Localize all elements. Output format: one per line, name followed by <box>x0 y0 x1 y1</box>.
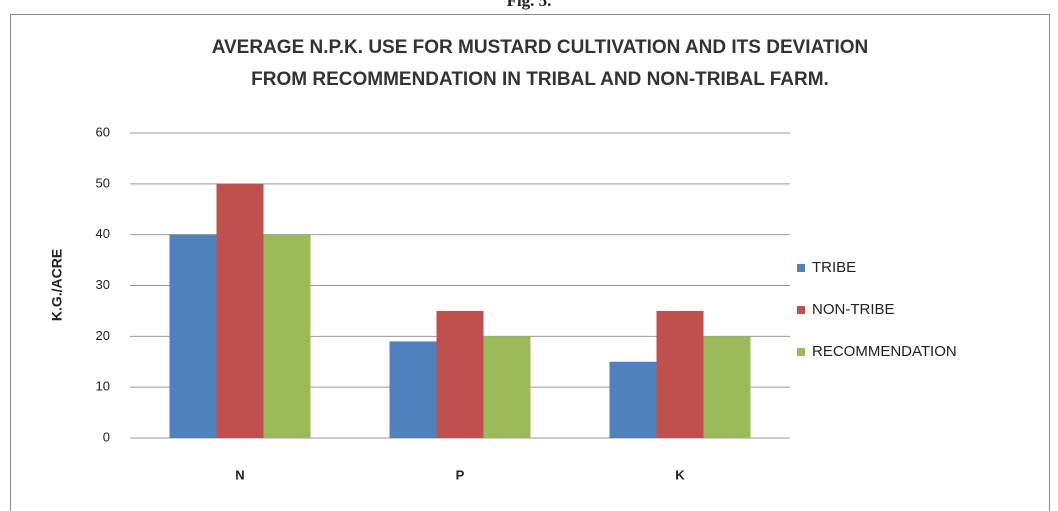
bar <box>656 310 704 438</box>
bar <box>483 336 531 438</box>
chart-title: FROM RECOMMENDATION IN TRIBAL AND NON-TR… <box>251 69 829 90</box>
bar <box>263 234 311 438</box>
bar <box>436 310 484 438</box>
bar <box>169 234 217 438</box>
legend-label: TRIBE <box>812 259 856 276</box>
legend-swatch <box>797 348 805 356</box>
chart-border <box>10 14 1050 511</box>
legend-swatch <box>797 264 805 272</box>
bar <box>703 336 751 438</box>
y-tick-label: 60 <box>96 124 110 139</box>
x-tick-label: N <box>235 467 244 482</box>
y-tick-label: 40 <box>96 226 110 241</box>
y-tick-label: 50 <box>96 175 110 190</box>
y-tick-label: 10 <box>96 379 110 394</box>
y-axis-label: K.G./ACRE <box>49 249 65 321</box>
y-tick-label: 20 <box>96 328 110 343</box>
x-tick-label: P <box>456 467 465 482</box>
legend-label: NON-TRIBE <box>812 301 895 318</box>
legend-swatch <box>797 306 805 314</box>
bar <box>216 183 264 438</box>
y-tick-label: 0 <box>103 429 110 444</box>
chart-title: AVERAGE N.P.K. USE FOR MUSTARD CULTIVATI… <box>212 37 869 58</box>
bar <box>609 361 657 438</box>
x-tick-label: K <box>675 467 685 482</box>
bar <box>389 341 437 438</box>
y-tick-label: 30 <box>96 277 110 292</box>
caption: Fig. 5. <box>507 0 552 10</box>
legend-label: RECOMMENDATION <box>812 343 957 360</box>
